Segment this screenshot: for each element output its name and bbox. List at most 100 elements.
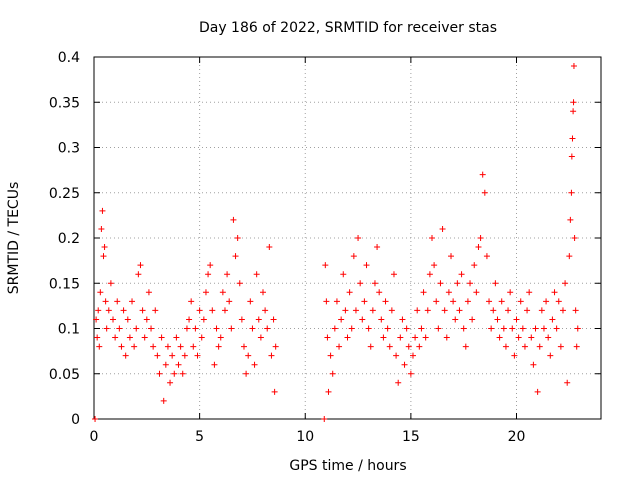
data-point bbox=[559, 307, 566, 314]
data-point bbox=[131, 343, 138, 350]
data-point bbox=[322, 262, 329, 269]
data-point bbox=[420, 289, 427, 296]
data-point bbox=[352, 307, 359, 314]
data-point bbox=[557, 343, 564, 350]
data-point bbox=[435, 325, 442, 332]
data-point bbox=[388, 307, 395, 314]
data-point bbox=[196, 307, 203, 314]
data-point bbox=[407, 370, 414, 377]
data-point bbox=[188, 298, 195, 305]
data-point bbox=[321, 416, 328, 422]
data-point bbox=[382, 298, 389, 305]
data-point bbox=[156, 370, 163, 377]
y-tick-label: 0.2 bbox=[58, 231, 80, 247]
data-point bbox=[238, 316, 245, 323]
data-point bbox=[460, 325, 467, 332]
data-point bbox=[158, 334, 165, 341]
data-point bbox=[374, 244, 381, 251]
data-point bbox=[515, 334, 522, 341]
data-point bbox=[414, 307, 421, 314]
data-point bbox=[545, 334, 552, 341]
data-point bbox=[452, 316, 459, 323]
data-point bbox=[426, 271, 433, 278]
data-point bbox=[251, 361, 258, 368]
data-point bbox=[266, 244, 273, 251]
data-point bbox=[458, 271, 465, 278]
data-point bbox=[454, 280, 461, 287]
data-point bbox=[116, 325, 123, 332]
data-point bbox=[517, 298, 524, 305]
data-point bbox=[492, 280, 499, 287]
data-point bbox=[433, 298, 440, 305]
data-point bbox=[323, 298, 330, 305]
data-point bbox=[253, 271, 260, 278]
x-tick-label: 0 bbox=[90, 429, 99, 445]
data-point bbox=[262, 307, 269, 314]
data-point bbox=[96, 343, 103, 350]
data-point bbox=[207, 262, 214, 269]
data-point bbox=[519, 325, 526, 332]
data-point bbox=[338, 316, 345, 323]
data-point bbox=[498, 298, 505, 305]
data-point bbox=[228, 325, 235, 332]
data-point bbox=[511, 352, 518, 359]
data-point bbox=[441, 307, 448, 314]
data-point bbox=[500, 325, 507, 332]
data-point bbox=[564, 379, 571, 386]
data-point bbox=[243, 370, 250, 377]
data-point bbox=[378, 316, 385, 323]
data-point bbox=[126, 334, 133, 341]
data-point bbox=[365, 325, 372, 332]
data-point bbox=[103, 325, 110, 332]
data-point bbox=[98, 225, 105, 232]
data-point bbox=[422, 334, 429, 341]
data-point bbox=[181, 352, 188, 359]
data-point bbox=[135, 271, 142, 278]
data-point bbox=[477, 235, 484, 241]
data-point bbox=[118, 343, 125, 350]
data-point bbox=[462, 343, 469, 350]
data-point bbox=[224, 271, 231, 278]
data-point bbox=[152, 307, 159, 314]
data-point bbox=[164, 343, 171, 350]
data-point bbox=[169, 352, 176, 359]
data-point bbox=[376, 289, 383, 296]
data-point bbox=[401, 361, 408, 368]
data-point bbox=[141, 334, 148, 341]
data-point bbox=[424, 307, 431, 314]
data-point bbox=[397, 334, 404, 341]
data-point bbox=[367, 343, 374, 350]
data-point bbox=[509, 325, 516, 332]
data-point bbox=[393, 352, 400, 359]
data-point bbox=[439, 225, 446, 232]
data-point bbox=[409, 352, 416, 359]
data-point bbox=[562, 280, 569, 287]
data-point bbox=[570, 108, 577, 115]
data-point bbox=[572, 307, 579, 314]
data-point bbox=[418, 325, 425, 332]
data-point bbox=[110, 316, 117, 323]
y-axis-label: SRMTID / TECUs bbox=[6, 182, 22, 295]
data-point bbox=[325, 388, 332, 395]
data-point bbox=[380, 334, 387, 341]
data-point bbox=[448, 253, 455, 260]
data-point bbox=[471, 262, 478, 269]
data-point bbox=[213, 325, 220, 332]
data-point bbox=[494, 316, 501, 323]
data-point bbox=[215, 343, 222, 350]
data-point bbox=[486, 298, 493, 305]
data-point bbox=[359, 316, 366, 323]
data-point bbox=[464, 298, 471, 305]
data-point bbox=[456, 307, 463, 314]
data-point bbox=[443, 334, 450, 341]
data-point bbox=[99, 207, 106, 214]
data-point bbox=[221, 307, 228, 314]
data-point bbox=[547, 352, 554, 359]
data-point bbox=[186, 316, 193, 323]
x-axis-ticks: 0 5 10 15 20 bbox=[90, 57, 525, 445]
data-point bbox=[329, 370, 336, 377]
data-point bbox=[194, 352, 201, 359]
data-point bbox=[570, 63, 577, 70]
